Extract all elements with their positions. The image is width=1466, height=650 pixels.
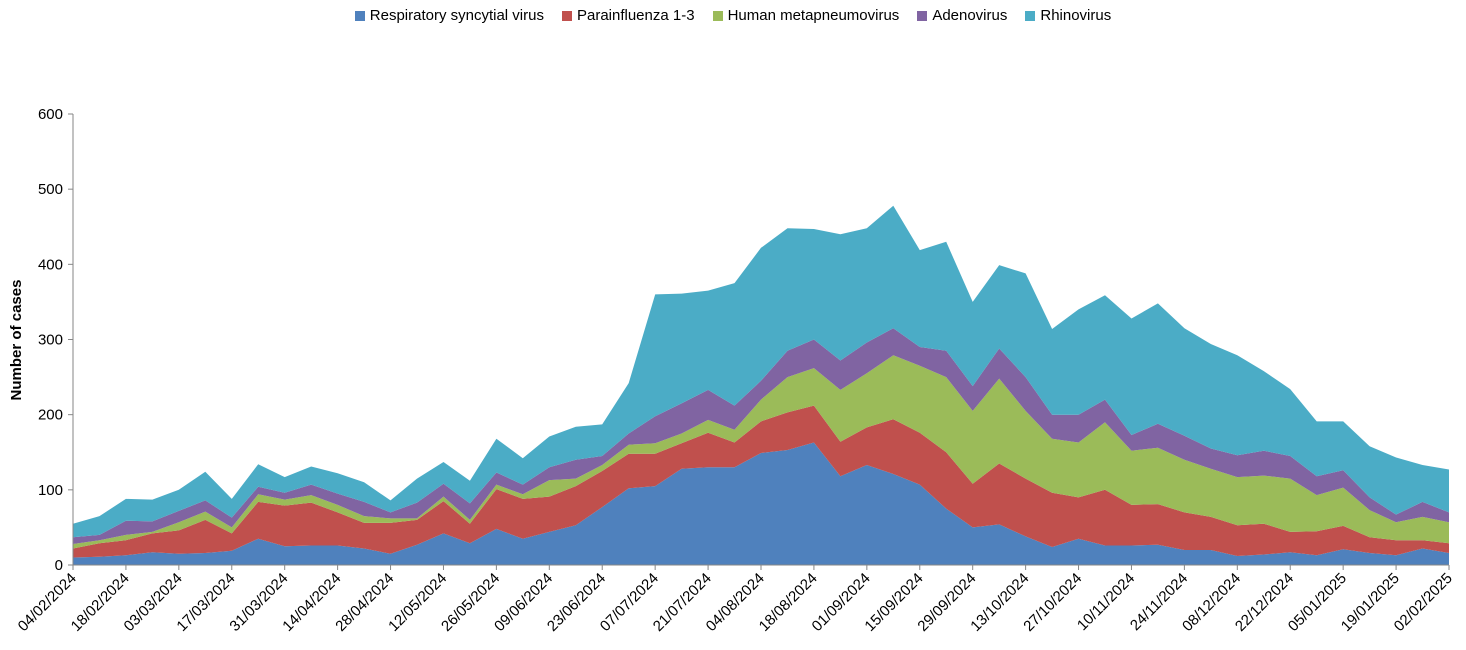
legend-item: Parainfluenza 1-3 xyxy=(561,7,695,24)
area xyxy=(73,442,1449,565)
area xyxy=(73,355,1449,549)
legend: Respiratory syncytial virus Parainfluenza… xyxy=(0,7,1466,24)
legend-label: Rhinovirus xyxy=(1040,7,1112,24)
y-tick-label: 500 xyxy=(38,181,63,198)
legend-label: Adenovirus xyxy=(932,7,1008,24)
legend-swatch xyxy=(354,10,365,21)
area xyxy=(73,205,1449,538)
y-tick-label: 300 xyxy=(38,332,63,349)
area xyxy=(73,405,1449,558)
legend-swatch xyxy=(1025,10,1036,21)
legend-item: Respiratory syncytial virus xyxy=(354,7,544,24)
legend-item: Rhinovirus xyxy=(1025,7,1111,24)
y-axis-label: Number of cases xyxy=(8,280,25,401)
legend-swatch xyxy=(917,10,928,21)
legend-swatch xyxy=(561,10,572,21)
legend-item: Adenovirus xyxy=(917,7,1007,24)
legend-label: Respiratory syncytial virus xyxy=(369,7,544,24)
y-tick-label: 600 xyxy=(38,106,63,123)
y-tick-label: 100 xyxy=(38,482,63,499)
y-tick-label: 0 xyxy=(55,557,63,574)
area xyxy=(73,328,1449,544)
y-tick-label: 400 xyxy=(38,256,63,273)
y-tick-label: 200 xyxy=(38,407,63,424)
legend-label: Human metapneumovirus xyxy=(727,7,900,24)
legend-label: Parainfluenza 1-3 xyxy=(576,7,695,24)
legend-item: Human metapneumovirus xyxy=(712,7,900,24)
legend-swatch xyxy=(712,10,723,21)
